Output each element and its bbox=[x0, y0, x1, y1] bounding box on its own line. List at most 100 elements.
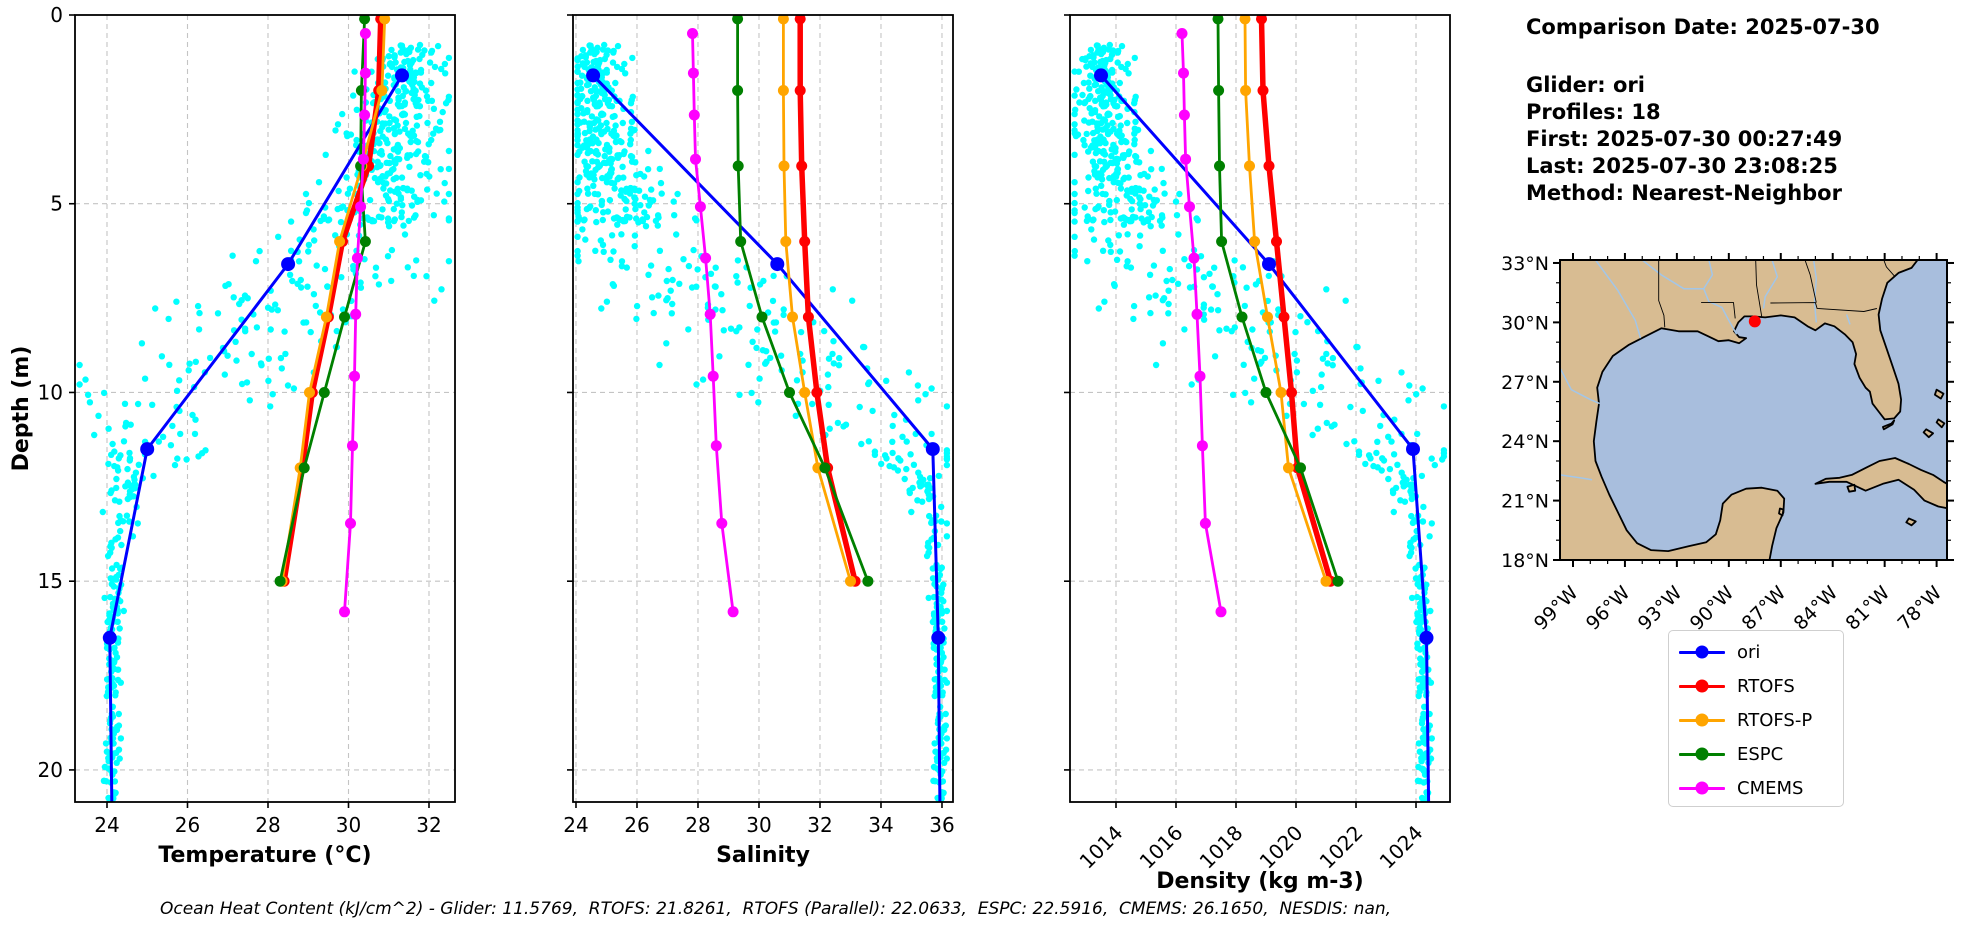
series-rtofs-p bbox=[777, 15, 856, 587]
cmems-marker bbox=[1199, 517, 1211, 529]
map-lon-label: 84°W bbox=[1790, 582, 1843, 635]
map-river bbox=[1845, 314, 1851, 325]
espc-line bbox=[278, 17, 367, 583]
grid-lines bbox=[1070, 15, 1450, 802]
espc-marker bbox=[862, 575, 874, 587]
espc-line bbox=[736, 17, 870, 583]
map-lon-label: 90°W bbox=[1686, 582, 1739, 635]
espc-marker bbox=[756, 311, 768, 323]
rtofs-p-line-swatch bbox=[1679, 713, 1725, 727]
map-lat-label: 30°N bbox=[1501, 312, 1549, 334]
cmems-marker bbox=[727, 606, 739, 618]
svg-text:30: 30 bbox=[746, 813, 771, 837]
svg-text:30: 30 bbox=[336, 813, 361, 837]
rtofs-p-marker bbox=[1244, 160, 1255, 172]
legend: ori RTOFS RTOFS-P ESPC CMEMS bbox=[1668, 630, 1844, 807]
rtofs-marker bbox=[794, 15, 806, 25]
map-land bbox=[1935, 418, 1946, 429]
ori-marker bbox=[770, 257, 785, 272]
series-cmems bbox=[1176, 28, 1227, 618]
cmems-marker bbox=[359, 67, 371, 79]
map-river bbox=[1594, 260, 1642, 339]
map-lat-label: 21°N bbox=[1501, 491, 1549, 513]
plot-border bbox=[1069, 14, 1451, 803]
series-rtofs bbox=[1256, 15, 1336, 587]
espc-marker bbox=[339, 311, 350, 323]
rtofs-marker bbox=[1256, 15, 1267, 25]
map-river bbox=[1560, 367, 1601, 405]
map-lat-label: 24°N bbox=[1501, 431, 1549, 453]
rtofs-p-marker bbox=[304, 387, 315, 398]
cmems-marker bbox=[1194, 370, 1206, 382]
map-land bbox=[1846, 483, 1857, 493]
ori-marker bbox=[1262, 257, 1276, 272]
cmems-marker bbox=[347, 440, 358, 452]
espc-line bbox=[1216, 17, 1340, 583]
map-lon-label: 87°W bbox=[1738, 582, 1791, 635]
svg-text:0: 0 bbox=[50, 3, 63, 27]
rtofs-line bbox=[797, 16, 858, 584]
svg-text:1018: 1018 bbox=[1195, 821, 1248, 874]
x-axis-label-temperature: Temperature (°C) bbox=[158, 843, 371, 868]
map-land bbox=[1560, 260, 1919, 560]
y-axis bbox=[567, 14, 573, 771]
plot-border bbox=[74, 14, 456, 803]
glider-location-marker bbox=[1748, 315, 1761, 328]
map-lat-label: 27°N bbox=[1501, 372, 1549, 394]
cmems-marker bbox=[716, 517, 728, 529]
rtofs-marker bbox=[1263, 160, 1275, 172]
ori-marker bbox=[1094, 68, 1108, 83]
espc-marker bbox=[732, 15, 744, 25]
series-espc bbox=[1212, 15, 1344, 587]
map-land bbox=[1778, 507, 1785, 517]
rtofs-p-line bbox=[782, 17, 852, 583]
x-axis-label-density: Density (kg m-3) bbox=[1156, 869, 1364, 894]
rtofs-p-marker bbox=[787, 311, 798, 323]
svg-text:32: 32 bbox=[807, 813, 832, 837]
map-lat-label: 18°N bbox=[1501, 550, 1549, 572]
svg-text:5: 5 bbox=[50, 192, 63, 216]
espc-marker bbox=[318, 387, 330, 398]
cmems-marker bbox=[704, 308, 716, 320]
cmems-marker bbox=[690, 153, 701, 165]
rtofs-p-marker bbox=[778, 160, 790, 172]
ori-line bbox=[591, 73, 942, 802]
ori-marker bbox=[102, 630, 117, 645]
series-espc bbox=[732, 15, 874, 587]
legend-item-ori: ori bbox=[1669, 635, 1843, 669]
legend-label: RTOFS bbox=[1737, 675, 1795, 697]
map-lon-label: 99°W bbox=[1530, 582, 1583, 635]
rtofs-marker bbox=[796, 160, 808, 172]
density-plot: 1014 1016 1018 1020 1022 1024 Density (kg m-3) bbox=[1064, 14, 1451, 894]
rtofs-p-marker bbox=[1239, 15, 1251, 25]
cmems-marker bbox=[707, 370, 719, 382]
x-axis: 24 26 28 30 32 34 36 Salinity bbox=[563, 802, 955, 868]
cmems-marker bbox=[710, 440, 722, 452]
map-state-border bbox=[1658, 260, 1666, 328]
svg-text:1022: 1022 bbox=[1315, 821, 1368, 874]
rtofs-p-marker bbox=[379, 15, 391, 25]
last-profile-text: Last: 2025-07-30 23:08:25 bbox=[1526, 154, 1838, 178]
series-ori bbox=[1094, 68, 1434, 802]
cmems-marker bbox=[688, 109, 700, 121]
legend-item-espc: ESPC bbox=[1669, 737, 1843, 771]
plot-border bbox=[572, 14, 954, 803]
svg-text:10: 10 bbox=[38, 380, 63, 404]
ori-marker bbox=[931, 630, 946, 645]
glider-scatter bbox=[574, 41, 951, 802]
cmems-marker bbox=[700, 252, 712, 264]
svg-text:20: 20 bbox=[38, 758, 63, 782]
cmems-marker bbox=[1178, 109, 1190, 121]
profiles-count-text: Profiles: 18 bbox=[1526, 100, 1661, 124]
ori-marker bbox=[1406, 442, 1420, 457]
rtofs-line bbox=[281, 16, 384, 584]
ori-line-swatch bbox=[1679, 645, 1725, 659]
cmems-marker bbox=[357, 153, 369, 165]
rtofs-marker bbox=[802, 311, 814, 323]
rtofs-p-marker bbox=[376, 85, 388, 96]
series-rtofs-p bbox=[1239, 15, 1332, 587]
rtofs-line bbox=[1258, 16, 1334, 584]
profile-series bbox=[1094, 15, 1434, 802]
series-espc bbox=[274, 15, 371, 587]
